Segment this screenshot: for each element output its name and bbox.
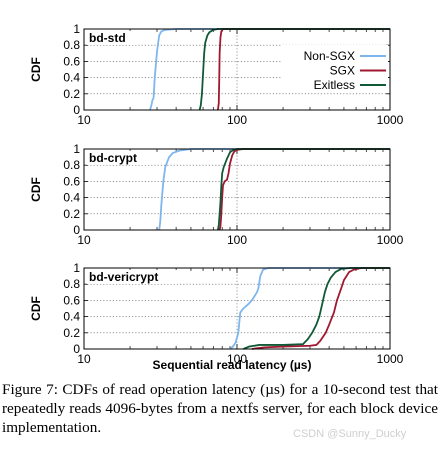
x-tick-label: 100	[227, 233, 247, 247]
panel-title: bd-std	[89, 31, 126, 45]
y-tick-label: 0.6	[63, 174, 80, 188]
panel-title-background	[87, 31, 137, 45]
series-line-non-sgx	[229, 267, 390, 350]
plot-frame	[83, 267, 391, 350]
legend-label-exitless: Exitless	[314, 78, 355, 92]
y-tick-label: 1	[73, 261, 80, 275]
y-tick-label: 0	[73, 223, 80, 237]
panel-bd-crypt: 10 100 1000 0 0.2 0.4 0.6 0.8 1 CDF bd-crypt	[29, 142, 404, 247]
series-line-exitless	[198, 28, 390, 111]
y-tick-label: 0.4	[63, 310, 80, 324]
x-tick-label: 1000	[377, 233, 404, 247]
x-tick-label: 10	[77, 352, 91, 366]
x-tick-label: 1000	[377, 352, 404, 366]
y-tick-label: 0	[73, 342, 80, 356]
legend-background	[282, 45, 388, 91]
figure-caption: Figure 7: CDFs of read operation latency…	[2, 381, 438, 436]
y-tick-label: 0.4	[63, 71, 80, 85]
x-axis-label: Sequential read latency (µs)	[153, 358, 312, 372]
y-tick-label: 0.8	[63, 277, 80, 291]
y-tick-label: 0.4	[63, 191, 80, 205]
plot-frame	[83, 28, 391, 111]
series-line-exitless	[216, 148, 390, 231]
legend-label-sgx: SGX	[330, 64, 355, 78]
x-tick-label: 10	[77, 233, 91, 247]
y-tick-label: 0.2	[63, 87, 80, 101]
panel-title: bd-crypt	[89, 151, 137, 165]
x-tick-label: 10	[77, 113, 91, 127]
y-axis-label: CDF	[29, 296, 43, 321]
x-tick-label: 100	[227, 113, 247, 127]
y-tick-label: 1	[73, 142, 80, 156]
panel-title-background	[87, 151, 151, 165]
series-line-sgx	[251, 267, 390, 350]
figure-canvas: Sequential read latency (µs) 10 100 100000…	[29, 22, 404, 372]
y-tick-label: 0.2	[63, 207, 80, 221]
y-tick-label: 0	[73, 103, 80, 117]
y-tick-label: 0.8	[63, 158, 80, 172]
x-tick-label: 100	[227, 352, 247, 366]
y-axis-label: CDF	[29, 177, 43, 202]
y-tick-label: 0.8	[63, 38, 80, 52]
y-tick-label: 0.6	[63, 293, 80, 307]
y-tick-label: 0.6	[63, 54, 80, 68]
panel-bd-vericrypt: 10 100 1000 0 0.2 0.4 0.6 0.8 1 CDF bd-vericrypt	[29, 261, 404, 366]
panel-title-background	[87, 270, 180, 284]
panel-title: bd-vericrypt	[89, 270, 158, 284]
panel-bd-std: 10 100 1000 0 0.2 0.4 0.6 0.8 1 CDF bd-std Non-SGXS…	[29, 22, 404, 127]
legend-label-non-sgx: Non-SGX	[304, 49, 355, 63]
series-line-exitless	[242, 267, 390, 350]
series-line-non-sgx	[149, 28, 390, 111]
series-line-sgx	[218, 148, 390, 231]
y-tick-label: 1	[73, 22, 80, 36]
y-tick-label: 0.2	[63, 326, 80, 340]
plot-frame	[83, 148, 391, 231]
series-line-non-sgx	[158, 148, 390, 231]
y-axis-label: CDF	[29, 57, 43, 82]
x-tick-label: 1000	[377, 113, 404, 127]
watermark: CSDN @Sunny_Ducky	[293, 428, 407, 440]
